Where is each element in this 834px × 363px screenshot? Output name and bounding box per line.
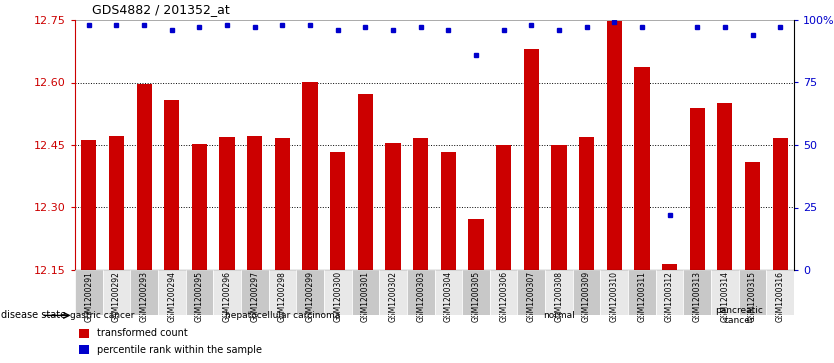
Bar bbox=[164, 100, 179, 270]
Bar bbox=[435, 315, 683, 316]
Text: hepatocellular carcinoma: hepatocellular carcinoma bbox=[225, 311, 340, 320]
Text: GSM1200303: GSM1200303 bbox=[416, 272, 425, 322]
Bar bbox=[545, 270, 573, 315]
Bar bbox=[635, 67, 650, 270]
Bar bbox=[711, 270, 739, 315]
Bar bbox=[407, 270, 435, 315]
Bar bbox=[440, 152, 456, 270]
Text: pancreatic
cancer: pancreatic cancer bbox=[715, 306, 762, 325]
Bar bbox=[656, 270, 683, 315]
Bar bbox=[192, 144, 207, 270]
Bar bbox=[690, 107, 705, 270]
Bar bbox=[130, 270, 158, 315]
Bar bbox=[330, 152, 345, 270]
Text: GSM1200310: GSM1200310 bbox=[610, 272, 619, 322]
Text: GSM1200300: GSM1200300 bbox=[334, 272, 342, 322]
Bar bbox=[772, 138, 788, 270]
Bar bbox=[739, 270, 766, 315]
Bar bbox=[296, 270, 324, 315]
Text: GSM1200308: GSM1200308 bbox=[555, 272, 564, 322]
Text: GSM1200306: GSM1200306 bbox=[499, 272, 508, 322]
Bar bbox=[130, 315, 435, 316]
Bar bbox=[247, 136, 263, 270]
Text: gastric cancer: gastric cancer bbox=[70, 311, 135, 320]
Text: GSM1200315: GSM1200315 bbox=[748, 272, 757, 322]
Bar bbox=[324, 270, 352, 315]
Bar bbox=[219, 136, 234, 270]
Bar bbox=[358, 94, 373, 270]
Text: GSM1200305: GSM1200305 bbox=[471, 272, 480, 322]
Bar bbox=[662, 264, 677, 270]
Bar bbox=[683, 270, 711, 315]
Bar bbox=[269, 270, 296, 315]
Bar bbox=[78, 345, 89, 354]
Bar bbox=[241, 270, 269, 315]
Bar bbox=[75, 315, 130, 316]
Bar bbox=[579, 136, 594, 270]
Bar bbox=[103, 270, 130, 315]
Bar bbox=[517, 270, 545, 315]
Text: GSM1200295: GSM1200295 bbox=[195, 272, 204, 322]
Text: GSM1200298: GSM1200298 bbox=[278, 272, 287, 322]
Bar bbox=[469, 219, 484, 270]
Text: GSM1200313: GSM1200313 bbox=[693, 272, 701, 322]
Bar bbox=[490, 270, 517, 315]
Text: GDS4882 / 201352_at: GDS4882 / 201352_at bbox=[92, 3, 229, 16]
Text: GSM1200311: GSM1200311 bbox=[637, 272, 646, 322]
Text: GSM1200316: GSM1200316 bbox=[776, 272, 785, 322]
Text: GSM1200309: GSM1200309 bbox=[582, 272, 591, 322]
Bar bbox=[600, 270, 628, 315]
Text: transformed count: transformed count bbox=[97, 328, 188, 338]
Text: GSM1200301: GSM1200301 bbox=[361, 272, 369, 322]
Bar bbox=[379, 270, 407, 315]
Text: percentile rank within the sample: percentile rank within the sample bbox=[97, 344, 262, 355]
Bar bbox=[81, 140, 97, 270]
Bar bbox=[524, 49, 539, 270]
Text: GSM1200299: GSM1200299 bbox=[305, 272, 314, 322]
Text: GSM1200304: GSM1200304 bbox=[444, 272, 453, 322]
Bar bbox=[137, 84, 152, 270]
Bar bbox=[435, 270, 462, 315]
Bar bbox=[717, 103, 732, 270]
Text: GSM1200293: GSM1200293 bbox=[139, 272, 148, 322]
Text: GSM1200291: GSM1200291 bbox=[84, 272, 93, 322]
Bar bbox=[496, 144, 511, 270]
Bar bbox=[109, 136, 124, 270]
Text: GSM1200312: GSM1200312 bbox=[665, 272, 674, 322]
Text: GSM1200297: GSM1200297 bbox=[250, 272, 259, 322]
Bar bbox=[186, 270, 214, 315]
Bar bbox=[462, 270, 490, 315]
Text: GSM1200307: GSM1200307 bbox=[527, 272, 535, 322]
Bar bbox=[75, 270, 103, 315]
Bar bbox=[158, 270, 186, 315]
Text: GSM1200292: GSM1200292 bbox=[112, 272, 121, 322]
Bar bbox=[352, 270, 379, 315]
Bar bbox=[551, 146, 566, 270]
Bar bbox=[214, 270, 241, 315]
Bar bbox=[628, 270, 656, 315]
Text: GSM1200296: GSM1200296 bbox=[223, 272, 232, 322]
Bar bbox=[303, 82, 318, 270]
Text: disease state: disease state bbox=[1, 310, 66, 321]
Bar bbox=[766, 270, 794, 315]
Text: GSM1200302: GSM1200302 bbox=[389, 272, 398, 322]
Bar bbox=[745, 162, 760, 270]
Bar bbox=[274, 138, 290, 270]
Bar bbox=[573, 270, 600, 315]
Text: GSM1200294: GSM1200294 bbox=[168, 272, 176, 322]
Bar bbox=[413, 138, 429, 270]
Text: normal: normal bbox=[543, 311, 575, 320]
Text: GSM1200314: GSM1200314 bbox=[721, 272, 730, 322]
Bar bbox=[606, 21, 622, 270]
Bar bbox=[78, 329, 89, 338]
Bar bbox=[385, 143, 400, 270]
Bar bbox=[683, 315, 794, 316]
